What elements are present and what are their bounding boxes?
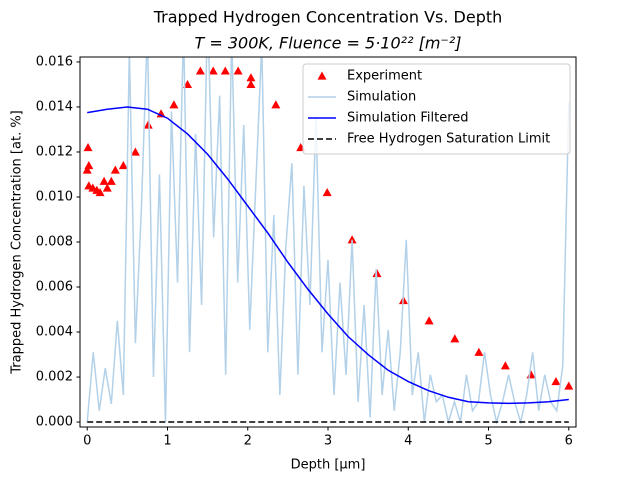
- marker: [246, 73, 256, 82]
- x-axis-label: Depth [μm]: [291, 458, 366, 473]
- plot-area: [82, 57, 574, 426]
- marker: [95, 187, 105, 197]
- marker: [551, 377, 561, 386]
- marker: [347, 235, 357, 244]
- chart-title: Trapped Hydrogen Concentration Vs. Depth: [153, 8, 503, 27]
- marker: [271, 100, 281, 109]
- legend-box: [302, 63, 571, 155]
- x-tick-label: 0: [83, 434, 91, 449]
- x-tick-label: 1: [163, 434, 171, 449]
- series-line: [87, 106, 569, 405]
- legend-label: Free Hydrogen Saturation Limit: [347, 132, 550, 147]
- y-tick-label: 0.004: [36, 325, 73, 340]
- legend-label: Experiment: [347, 69, 422, 84]
- series-line: [86, 57, 570, 426]
- marker: [220, 66, 230, 75]
- marker: [246, 79, 256, 89]
- legend-marker: [317, 71, 327, 80]
- x-tick-label: 6: [565, 434, 573, 449]
- marker: [500, 361, 510, 370]
- legend-label: Simulation Filtered: [347, 111, 469, 126]
- marker: [450, 334, 460, 343]
- marker: [118, 160, 128, 170]
- marker: [102, 183, 112, 192]
- marker: [208, 66, 218, 75]
- y-tick-label: 0.008: [36, 235, 73, 250]
- marker: [130, 147, 140, 156]
- marker: [110, 165, 120, 174]
- y-tick-label: 0.000: [36, 415, 73, 430]
- y-axis-label: Trapped Hydrogen Concentration [at. %]: [10, 110, 25, 375]
- y-tick-label: 0.014: [36, 99, 73, 114]
- y-tick-label: 0.012: [36, 144, 73, 159]
- marker: [424, 316, 434, 325]
- marker: [156, 109, 166, 118]
- marker: [84, 160, 94, 170]
- x-tick-label: 5: [484, 434, 492, 449]
- chart-subtitle: T = 300K, Fluence = 5·10²² [m⁻²]: [194, 34, 461, 53]
- y-tick-label: 0.010: [36, 189, 73, 204]
- x-tick-label: 2: [244, 434, 252, 449]
- y-tick-label: 0.016: [36, 54, 73, 69]
- marker: [106, 176, 116, 185]
- marker: [99, 176, 109, 185]
- x-tick-label: 3: [324, 434, 332, 449]
- marker: [564, 381, 574, 390]
- marker: [83, 142, 93, 152]
- marker: [82, 165, 92, 174]
- marker: [474, 347, 484, 356]
- marker: [169, 100, 179, 109]
- legend-label: Simulation: [347, 90, 416, 105]
- marker: [143, 120, 153, 129]
- marker: [322, 187, 332, 197]
- y-tick-label: 0.002: [36, 370, 73, 385]
- marker: [195, 66, 205, 75]
- marker: [233, 66, 243, 75]
- x-tick-label: 4: [404, 434, 412, 449]
- y-tick-label: 0.006: [36, 280, 73, 295]
